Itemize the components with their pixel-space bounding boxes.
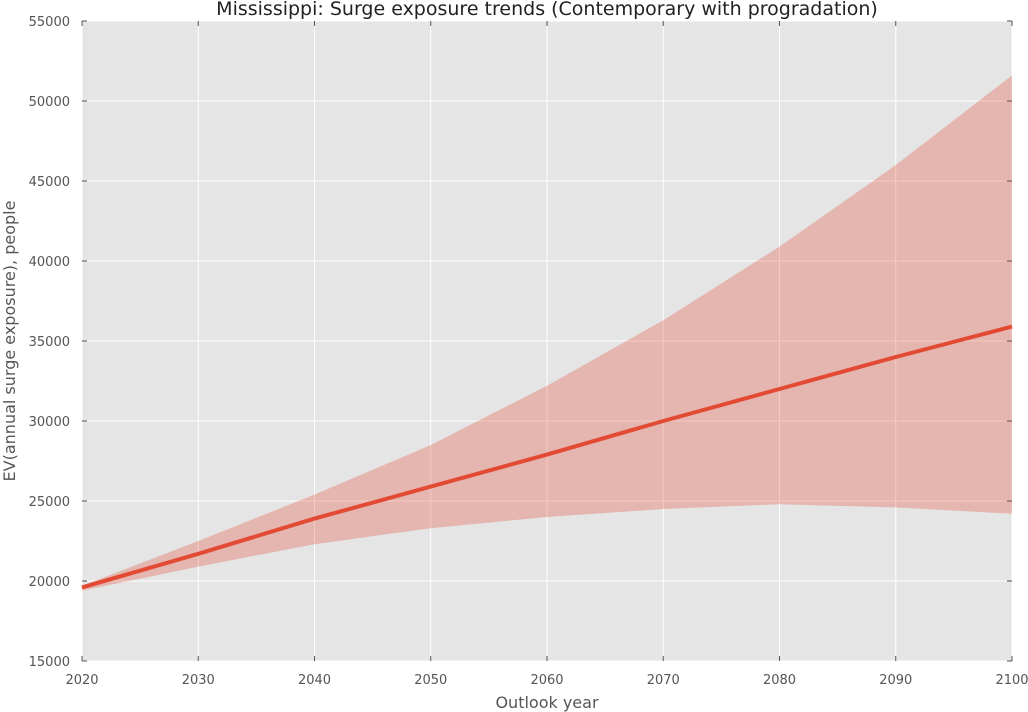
y-axis-label: EV(annual surge exposure), people — [0, 201, 19, 482]
uncertainty-band — [82, 75, 1012, 591]
y-tick-label: 55000 — [29, 15, 70, 30]
x-tick-label: 2070 — [647, 673, 680, 688]
y-tick-labels: 15000 20000 25000 30000 35000 40000 45000 50000… — [29, 15, 70, 670]
y-tick-label: 20000 — [29, 575, 70, 590]
x-axis-label: Outlook year — [495, 693, 599, 712]
y-tick-label: 35000 — [29, 335, 70, 350]
x-tick-label: 2080 — [763, 673, 796, 688]
x-tick-label: 2060 — [530, 673, 563, 688]
y-tick-label: 30000 — [29, 415, 70, 430]
x-tick-label: 2100 — [995, 673, 1028, 688]
x-tick-label: 2040 — [298, 673, 331, 688]
y-tick-label: 45000 — [29, 175, 70, 190]
x-tick-label: 2030 — [182, 673, 215, 688]
y-tick-label: 40000 — [29, 255, 70, 270]
y-tick-label: 25000 — [29, 495, 70, 510]
chart-title: Mississippi: Surge exposure trends (Cont… — [216, 0, 878, 20]
axis-ticks — [81, 20, 1013, 662]
x-tick-label: 2090 — [879, 673, 912, 688]
x-tick-label: 2020 — [65, 673, 98, 688]
y-tick-label: 50000 — [29, 95, 70, 110]
x-tick-label: 2050 — [414, 673, 447, 688]
series-line — [81, 324, 1013, 590]
x-tick-labels: 2020 2030 2040 2050 2060 2070 2080 2090 2100 — [65, 673, 1028, 688]
y-tick-label: 15000 — [29, 655, 70, 670]
